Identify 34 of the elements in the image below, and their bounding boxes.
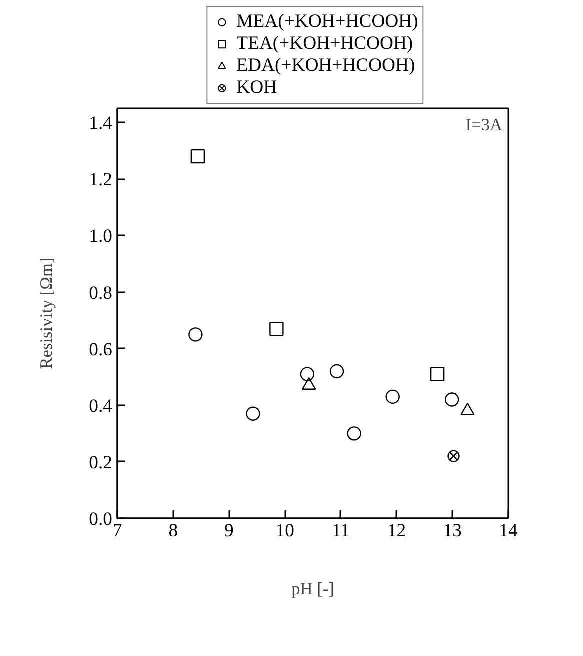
legend-label: EDA(+KOH+HCOOH) bbox=[236, 55, 416, 77]
y-tick-label: 0.6 bbox=[89, 339, 113, 360]
x-tick-label: 9 bbox=[224, 520, 234, 542]
point bbox=[300, 367, 315, 382]
y-tick-label: 1.4 bbox=[89, 113, 114, 134]
y-tick-label: 0.8 bbox=[89, 282, 113, 304]
y-axis-title: Resisivity [Ωm] bbox=[37, 258, 56, 370]
point bbox=[444, 392, 460, 407]
legend-label: TEA(+KOH+HCOOH) bbox=[236, 33, 414, 55]
point bbox=[430, 367, 445, 382]
x-tick-label: 11 bbox=[332, 520, 350, 542]
x-tick-label: 7 bbox=[112, 520, 122, 542]
point bbox=[448, 450, 460, 462]
y-tick-label: 1.0 bbox=[89, 226, 113, 248]
x-tick-label: 14 bbox=[499, 520, 518, 542]
y-tick-label: 1.2 bbox=[89, 170, 113, 191]
point bbox=[330, 364, 344, 379]
y-tick-label: 0.2 bbox=[89, 452, 113, 474]
legend-label: KOH bbox=[236, 77, 278, 99]
x-axis-title: pH [-] bbox=[292, 580, 334, 598]
annotation: I=3A bbox=[466, 116, 503, 134]
point bbox=[347, 426, 362, 441]
point bbox=[188, 328, 203, 342]
point bbox=[246, 406, 260, 421]
x-tick-label: 12 bbox=[387, 520, 406, 542]
y-tick-label: 0.0 bbox=[89, 509, 113, 530]
point bbox=[386, 390, 400, 404]
x-tick-label: 13 bbox=[443, 520, 462, 542]
y-tick-label: 0.4 bbox=[89, 396, 114, 417]
legend-label: MEA(+KOH+HCOOH) bbox=[236, 11, 418, 33]
x-tick-label: 8 bbox=[168, 520, 178, 542]
x-tick-label: 10 bbox=[276, 520, 294, 542]
point bbox=[270, 322, 284, 336]
point bbox=[190, 149, 206, 164]
